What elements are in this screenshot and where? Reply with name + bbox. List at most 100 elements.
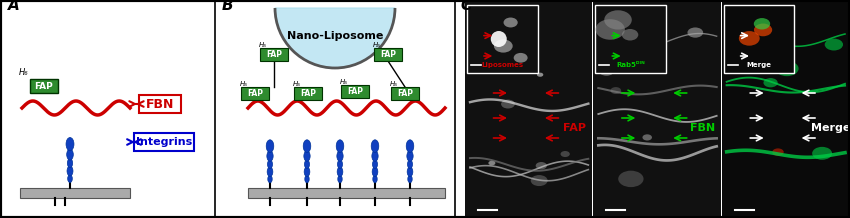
Ellipse shape [67, 166, 73, 176]
Ellipse shape [337, 175, 343, 183]
Text: A: A [8, 0, 20, 13]
Text: FBN: FBN [146, 97, 174, 111]
Ellipse shape [407, 160, 412, 169]
FancyBboxPatch shape [139, 95, 181, 113]
FancyBboxPatch shape [260, 48, 288, 61]
Ellipse shape [643, 134, 652, 141]
Text: FAP: FAP [266, 50, 282, 59]
Ellipse shape [268, 160, 273, 169]
Ellipse shape [337, 151, 343, 161]
Ellipse shape [305, 175, 309, 183]
Text: C: C [460, 0, 471, 13]
Text: FAP: FAP [247, 89, 263, 98]
Ellipse shape [628, 44, 649, 58]
Text: FAP: FAP [397, 89, 413, 98]
Text: FAP: FAP [300, 89, 316, 98]
Ellipse shape [371, 151, 378, 161]
Ellipse shape [489, 161, 496, 165]
Ellipse shape [773, 148, 784, 156]
Ellipse shape [371, 140, 379, 152]
Ellipse shape [501, 100, 515, 109]
Ellipse shape [688, 27, 703, 38]
Text: H₆: H₆ [373, 42, 381, 48]
Text: FAP: FAP [35, 82, 54, 90]
Ellipse shape [304, 167, 310, 177]
Text: H₆: H₆ [390, 81, 398, 87]
Text: H₆: H₆ [293, 81, 301, 87]
Ellipse shape [337, 167, 343, 177]
Ellipse shape [618, 171, 643, 187]
Ellipse shape [598, 65, 615, 76]
Ellipse shape [775, 61, 799, 76]
Ellipse shape [337, 160, 343, 169]
Ellipse shape [739, 31, 760, 46]
Bar [465, 2, 592, 217]
Text: H₆: H₆ [240, 81, 248, 87]
Text: H₆: H₆ [259, 42, 267, 48]
Text: Integrins: Integrins [136, 137, 192, 147]
Ellipse shape [407, 167, 413, 177]
Bar [595, 5, 666, 73]
Text: Rab5ᴰᴵᴺ: Rab5ᴰᴵᴺ [616, 62, 645, 68]
Text: Nano-Liposome: Nano-Liposome [286, 31, 383, 41]
Ellipse shape [268, 175, 272, 183]
Polygon shape [275, 8, 395, 68]
Ellipse shape [596, 19, 625, 40]
Text: FAP: FAP [347, 87, 363, 96]
Ellipse shape [622, 29, 638, 41]
Text: Merge: Merge [746, 62, 772, 68]
Bar [248, 188, 445, 198]
FancyBboxPatch shape [294, 87, 322, 100]
Ellipse shape [68, 175, 72, 182]
Ellipse shape [494, 39, 513, 53]
Text: FBN: FBN [690, 123, 715, 133]
Ellipse shape [812, 147, 832, 160]
Text: Liposomes: Liposomes [481, 62, 524, 68]
Ellipse shape [266, 140, 274, 152]
Ellipse shape [536, 162, 547, 169]
Ellipse shape [506, 30, 525, 42]
Text: H₆: H₆ [340, 79, 348, 85]
Text: FAP: FAP [380, 50, 396, 59]
Ellipse shape [754, 18, 770, 29]
Ellipse shape [408, 175, 412, 183]
Ellipse shape [530, 175, 547, 186]
Bar [722, 2, 849, 217]
Ellipse shape [337, 140, 343, 152]
FancyBboxPatch shape [134, 133, 194, 151]
Ellipse shape [66, 149, 73, 160]
Ellipse shape [267, 151, 273, 161]
Ellipse shape [503, 17, 518, 27]
Ellipse shape [303, 151, 310, 161]
Bar [20, 188, 130, 198]
Ellipse shape [754, 24, 772, 36]
Bar [723, 5, 794, 73]
Ellipse shape [406, 140, 414, 152]
Ellipse shape [824, 39, 843, 51]
Circle shape [490, 31, 507, 47]
Ellipse shape [267, 167, 273, 177]
Bar [467, 5, 537, 73]
Ellipse shape [304, 160, 309, 169]
Ellipse shape [604, 10, 632, 29]
Ellipse shape [560, 151, 570, 157]
FancyBboxPatch shape [30, 79, 58, 93]
Ellipse shape [372, 160, 377, 169]
Text: Merge: Merge [811, 123, 850, 133]
FancyBboxPatch shape [241, 87, 269, 100]
Text: H₆: H₆ [19, 68, 28, 77]
Text: FAP: FAP [563, 123, 586, 133]
Ellipse shape [537, 73, 543, 77]
Ellipse shape [519, 59, 530, 65]
FancyBboxPatch shape [374, 48, 402, 61]
Ellipse shape [303, 140, 311, 152]
Ellipse shape [610, 87, 621, 94]
Ellipse shape [763, 78, 778, 87]
FancyBboxPatch shape [391, 87, 419, 100]
Text: B: B [222, 0, 234, 13]
Ellipse shape [373, 175, 377, 183]
FancyBboxPatch shape [341, 85, 369, 98]
Ellipse shape [513, 53, 528, 63]
Ellipse shape [67, 159, 72, 168]
Ellipse shape [372, 167, 378, 177]
